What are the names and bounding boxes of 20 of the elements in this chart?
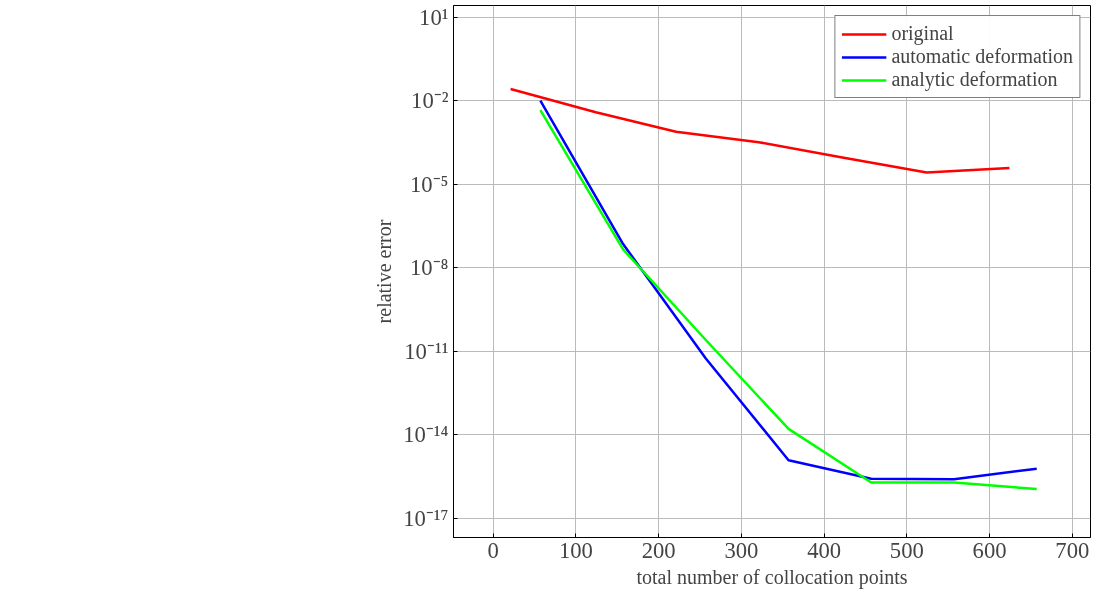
x-axis-title: total number of collocation points — [636, 565, 908, 589]
x-tick-label: 600 — [972, 537, 1007, 563]
y-axis-title: relative error — [373, 219, 396, 324]
x-tick-label: 700 — [1055, 537, 1090, 563]
y-tick-label: 10⁻¹¹ — [404, 338, 449, 364]
x-tick-label: 300 — [724, 537, 759, 563]
y-tick-label: 10¹ — [419, 4, 449, 30]
y-tick-label: 10⁻⁸ — [409, 255, 449, 281]
x-tick-label: 100 — [558, 537, 593, 563]
x-tick-label: 0 — [487, 537, 499, 563]
y-tick-label: 10⁻¹⁷ — [403, 505, 449, 531]
y-tick-label: 10⁻² — [411, 88, 449, 114]
y-tick-label: 10⁻¹⁴ — [403, 422, 449, 448]
y-tick-label: 10⁻⁵ — [409, 171, 449, 197]
legend-label: original — [891, 22, 954, 45]
x-tick-label: 200 — [641, 537, 676, 563]
x-tick-label: 400 — [807, 537, 842, 563]
x-tick-label: 500 — [889, 537, 924, 563]
legend-label: analytic deformation — [891, 68, 1058, 91]
legend-label: automatic deformation — [891, 45, 1073, 68]
